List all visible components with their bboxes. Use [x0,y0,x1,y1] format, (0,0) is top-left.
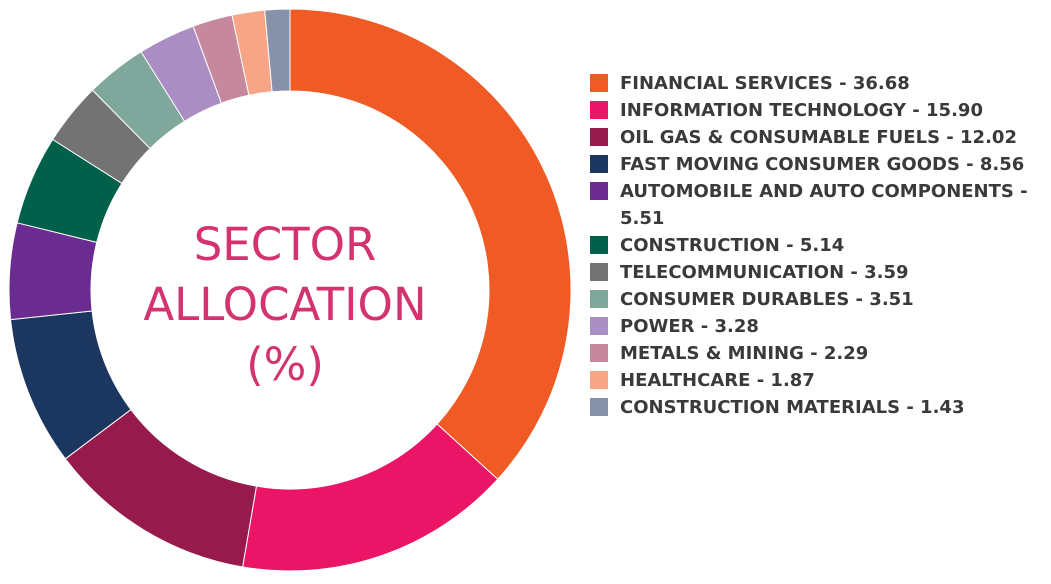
legend-label: FAST MOVING CONSUMER GOODS - 8.56 [620,154,1025,175]
legend-item: INFORMATION TECHNOLOGY - 15.90 [590,97,1045,124]
legend-label: INFORMATION TECHNOLOGY - 15.90 [620,100,983,121]
legend-swatch [590,371,608,389]
legend-item: TELECOMMUNICATION - 3.59 [590,259,1045,286]
legend-swatch [590,263,608,281]
legend-label: FINANCIAL SERVICES - 36.68 [620,73,910,94]
chart-title-line-2: ALLOCATION [143,278,427,331]
legend-swatch [590,101,608,119]
legend-swatch [590,182,608,200]
legend-label: HEALTHCARE - 1.87 [620,370,815,391]
legend-label: CONSTRUCTION MATERIALS - 1.43 [620,397,965,418]
legend-item: CONSUMER DURABLES - 3.51 [590,286,1045,313]
legend-label: OIL GAS & CONSUMABLE FUELS - 12.02 [620,127,1017,148]
legend-item: FAST MOVING CONSUMER GOODS - 8.56 [590,151,1045,178]
legend-swatch [590,344,608,362]
chart-title: SECTOR ALLOCATION (%) [120,215,450,395]
legend-swatch [590,398,608,416]
legend-item: FINANCIAL SERVICES - 36.68 [590,70,1045,97]
legend-item: CONSTRUCTION - 5.14 [590,232,1045,259]
pie-slice-1 [289,8,572,480]
legend-label: CONSUMER DURABLES - 3.51 [620,289,914,310]
legend-item: METALS & MINING - 2.29 [590,340,1045,367]
legend-label: POWER - 3.28 [620,316,759,337]
legend-item: OIL GAS & CONSUMABLE FUELS - 12.02 [590,124,1045,151]
legend-swatch [590,155,608,173]
legend-item: AUTOMOBILE AND AUTO COMPONENTS - 5.51 [590,178,1045,232]
legend-item: CONSTRUCTION MATERIALS - 1.43 [590,394,1045,421]
legend-item: POWER - 3.28 [590,313,1045,340]
legend-label: AUTOMOBILE AND AUTO COMPONENTS - 5.51 [620,181,1028,229]
legend-swatch [590,236,608,254]
legend-item: HEALTHCARE - 1.87 [590,367,1045,394]
legend-swatch [590,74,608,92]
legend-label: CONSTRUCTION - 5.14 [620,235,845,256]
legend-label: TELECOMMUNICATION - 3.59 [620,262,909,283]
pie-slice-2 [242,423,499,572]
legend-swatch [590,128,608,146]
legend-swatch [590,290,608,308]
chart-title-line-1: SECTOR [193,218,377,271]
chart-legend: FINANCIAL SERVICES - 36.68 INFORMATION TE… [590,70,1045,421]
legend-swatch [590,317,608,335]
legend-label: METALS & MINING - 2.29 [620,343,869,364]
pie-slice-12 [264,8,291,93]
chart-title-line-3: (%) [246,338,324,391]
